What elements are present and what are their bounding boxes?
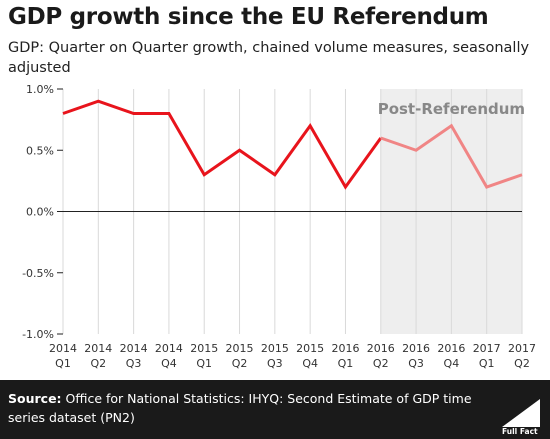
- footer: Source: Office for National Statistics: …: [0, 380, 550, 439]
- svg-text:Full Fact: Full Fact: [502, 427, 538, 435]
- x-tick-label-year: 2017: [508, 342, 536, 355]
- x-tick-label-year: 2015: [296, 342, 324, 355]
- x-tick-label-quarter: Q4: [444, 357, 460, 370]
- x-tick-label-quarter: Q2: [373, 357, 389, 370]
- x-tick-label-year: 2014: [120, 342, 148, 355]
- x-tick-label-quarter: Q4: [161, 357, 177, 370]
- x-tick-label-year: 2014: [84, 342, 112, 355]
- x-tick-label-quarter: Q1: [479, 357, 495, 370]
- x-tick-label-quarter: Q3: [126, 357, 142, 370]
- chart-subtitle: GDP: Quarter on Quarter growth, chained …: [8, 40, 530, 76]
- x-tick-label-year: 2016: [402, 342, 430, 355]
- y-tick-label: 1.0%: [26, 83, 54, 96]
- y-tick-label: 0.0%: [26, 206, 54, 219]
- series-line-post-referendum: [380, 123, 523, 189]
- full-fact-logo: Full Fact: [502, 399, 540, 435]
- x-tick-label-year: 2017: [473, 342, 501, 355]
- x-tick-label-quarter: Q2: [232, 357, 248, 370]
- x-tick-label-quarter: Q1: [196, 357, 212, 370]
- y-tick-label: -0.5%: [22, 267, 54, 280]
- post-referendum-label: Post-Referendum: [378, 100, 525, 118]
- x-tick-label-quarter: Q4: [302, 357, 318, 370]
- x-tick-label-quarter: Q1: [338, 357, 354, 370]
- x-tick-label-quarter: Q3: [267, 357, 283, 370]
- series-line-pre-referendum: [62, 99, 382, 190]
- y-tick-label: -1.0%: [22, 328, 54, 341]
- x-tick-label-year: 2015: [261, 342, 289, 355]
- line-chart: 1.0%0.5%0.0%-0.5%-1.0%2014Q12014Q22014Q3…: [22, 83, 536, 370]
- y-tick-label: 0.5%: [26, 144, 54, 157]
- x-tick-label-year: 2014: [49, 342, 77, 355]
- x-tick-label-quarter: Q2: [514, 357, 530, 370]
- chart-title: GDP growth since the EU Referendum: [8, 4, 489, 30]
- source-note: Source: Office for National Statistics: …: [8, 389, 478, 427]
- x-tick-label-year: 2016: [367, 342, 395, 355]
- x-tick-label-year: 2015: [226, 342, 254, 355]
- x-tick-label-year: 2014: [155, 342, 183, 355]
- x-tick-label-quarter: Q2: [90, 357, 106, 370]
- x-tick-label-year: 2016: [331, 342, 359, 355]
- x-tick-label-year: 2016: [437, 342, 465, 355]
- x-tick-label-year: 2015: [190, 342, 218, 355]
- x-tick-label-quarter: Q3: [408, 357, 424, 370]
- x-tick-label-quarter: Q1: [55, 357, 71, 370]
- source-text: Office for National Statistics: IHYQ: Se…: [8, 391, 472, 425]
- source-label: Source:: [8, 391, 62, 406]
